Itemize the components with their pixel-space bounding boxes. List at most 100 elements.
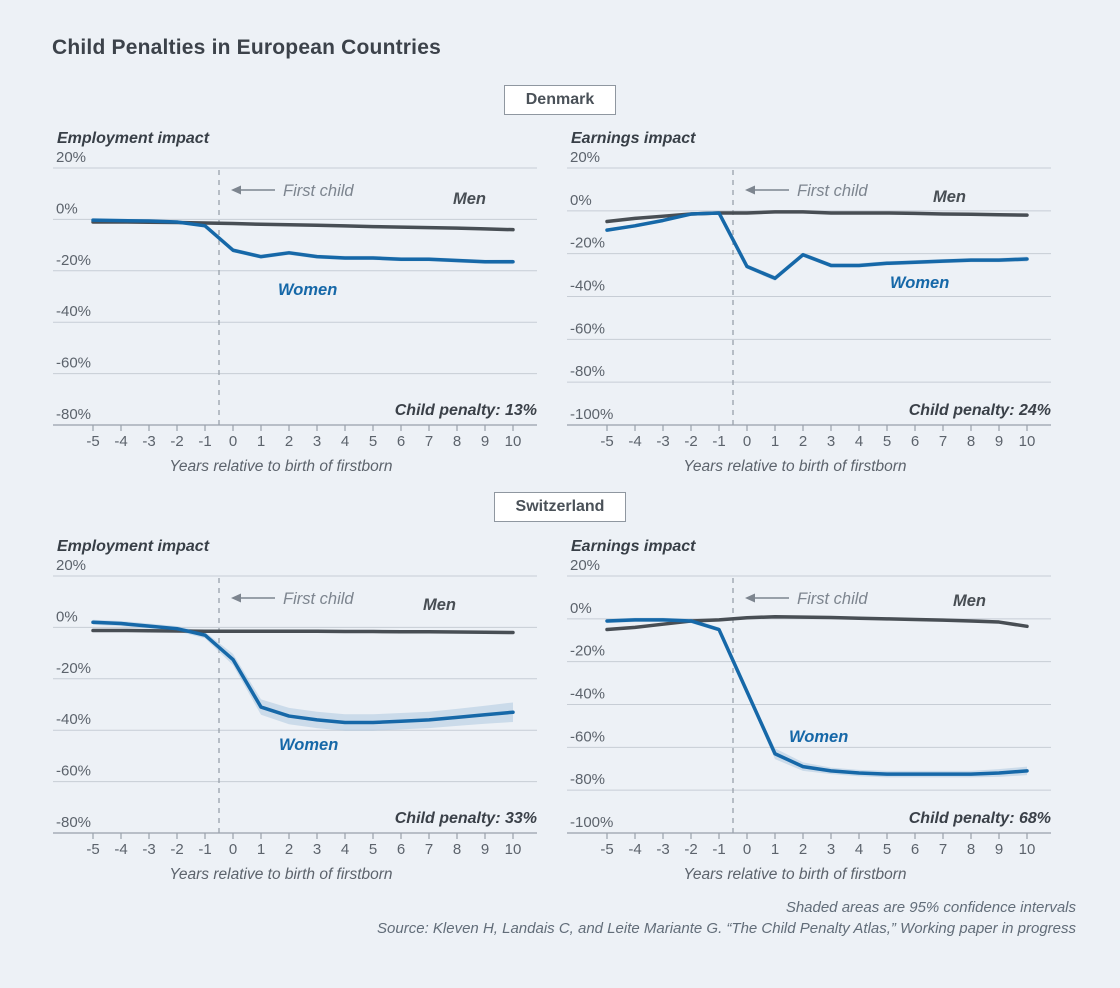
y-axis-tick-label: -60% <box>56 763 91 780</box>
x-axis-tick-label: 5 <box>369 433 377 450</box>
child-penalty-label: Child penalty: 33% <box>395 810 537 827</box>
x-axis-tick-label: 5 <box>883 841 891 858</box>
y-axis-tick-label: 0% <box>570 192 592 209</box>
y-axis-tick-label: -60% <box>56 355 91 372</box>
country-row-switzerland: Switzerland <box>0 492 1120 522</box>
x-axis-tick-label: 0 <box>229 433 237 450</box>
y-axis-tick-label: -60% <box>570 728 605 745</box>
country-row-denmark: Denmark <box>0 85 1120 115</box>
chart-switzerland-employment: 20% 0% -20% -40% -60% -80% -5 -4 -3 -2 -1 0 1 2 3 4 5 6 7 8… <box>53 557 537 883</box>
x-axis-tick-label: 7 <box>425 433 433 450</box>
y-axis-tick-label: 20% <box>570 557 600 574</box>
first-child-annotation: First child <box>797 182 868 200</box>
first-child-annotation: First child <box>797 590 868 608</box>
x-axis-tick-label: -4 <box>628 433 641 450</box>
confidence-interval-band <box>607 211 1027 281</box>
x-axis-tick-label: 4 <box>341 841 349 858</box>
x-axis-tick-label: -3 <box>142 841 155 858</box>
source-note: Source: Kleven H, Landais C, and Leite M… <box>377 920 1076 937</box>
series-line-men <box>605 614 1029 632</box>
y-axis-tick-label: 20% <box>56 557 86 574</box>
x-axis-tick-label: 3 <box>827 433 835 450</box>
confidence-interval-band <box>607 617 1027 778</box>
y-axis-tick-label: 0% <box>56 608 78 625</box>
x-axis-tick-label: 4 <box>855 433 863 450</box>
y-axis-tick-label: 0% <box>570 600 592 617</box>
x-axis-tick-label: -3 <box>142 433 155 450</box>
x-axis-tick-label: -5 <box>86 433 99 450</box>
x-axis-tick-label: 0 <box>743 841 751 858</box>
first-child-arrowhead <box>231 593 241 603</box>
series-line-women <box>605 211 1029 281</box>
x-axis-tick-label: 6 <box>911 841 919 858</box>
confidence-interval-band <box>93 619 513 731</box>
x-axis-tick-label: -2 <box>684 433 697 450</box>
y-axis-tick-label: 20% <box>570 149 600 166</box>
chart-denmark-earnings: 20% 0% -20% -40% -60% -80% -100% -5 -4 -3 -2 -1 0 1 2 3… <box>567 149 1051 475</box>
x-axis-tick-label: -2 <box>684 841 697 858</box>
x-axis-title: Years relative to birth of firstborn <box>683 458 906 475</box>
first-child-arrowhead <box>745 185 755 195</box>
series-label-men: Men <box>423 596 456 614</box>
chart-denmark-employment: 20% 0% -20% -40% -60% -80% -5 -4 -3 -2 -1 0 1 2 3 4 5 6 7 8… <box>53 149 537 475</box>
first-child-arrowhead <box>231 185 241 195</box>
series-line-women <box>605 618 1029 776</box>
x-axis-tick-label: -1 <box>198 433 211 450</box>
country-label-switzerland: Switzerland <box>493 492 627 522</box>
series-line-men <box>91 628 515 635</box>
x-axis-tick-label: 10 <box>505 433 522 450</box>
first-child-annotation: First child <box>283 590 354 608</box>
x-axis-tick-label: 6 <box>911 433 919 450</box>
x-axis-tick-label: 9 <box>481 841 489 858</box>
y-axis-tick-label: -40% <box>56 711 91 728</box>
figure-title: Child Penalties in European Countries <box>52 36 441 59</box>
x-axis-tick-label: 6 <box>397 841 405 858</box>
series-label-women: Women <box>278 281 337 299</box>
child-penalty-label: Child penalty: 13% <box>395 402 537 419</box>
child-penalty-label: Child penalty: 68% <box>909 810 1051 827</box>
x-axis-tick-label: 6 <box>397 433 405 450</box>
x-axis-tick-label: 1 <box>257 841 265 858</box>
x-axis-tick-label: 8 <box>967 433 975 450</box>
series-label-women: Women <box>279 736 338 754</box>
y-axis-tick-label: 20% <box>56 149 86 166</box>
x-axis-tick-label: 8 <box>967 841 975 858</box>
series-label-women: Women <box>890 274 949 292</box>
child-penalty-label: Child penalty: 24% <box>909 402 1051 419</box>
x-axis-tick-label: 10 <box>505 841 522 858</box>
x-axis-tick-label: 7 <box>425 841 433 858</box>
country-label-denmark: Denmark <box>503 85 617 115</box>
x-axis-tick-label: 0 <box>229 841 237 858</box>
x-axis-tick-label: 3 <box>313 841 321 858</box>
x-axis-tick-label: 2 <box>799 433 807 450</box>
x-axis-tick-label: 2 <box>799 841 807 858</box>
x-axis-tick-label: 2 <box>285 841 293 858</box>
x-axis-tick-label: 8 <box>453 841 461 858</box>
x-axis-tick-label: -2 <box>170 841 183 858</box>
x-axis-tick-label: -1 <box>712 841 725 858</box>
x-axis-tick-label: 9 <box>995 841 1003 858</box>
y-axis-tick-label: -20% <box>570 643 605 660</box>
series-line-men <box>605 210 1029 224</box>
y-axis-tick-label: -80% <box>570 771 605 788</box>
x-axis-tick-label: -2 <box>170 433 183 450</box>
x-axis-tick-label: 7 <box>939 841 947 858</box>
series-label-men: Men <box>953 592 986 610</box>
x-axis-tick-label: -3 <box>656 433 669 450</box>
series-line-women <box>91 218 515 264</box>
y-axis-tick-label: -40% <box>56 303 91 320</box>
first-child-arrowhead <box>745 593 755 603</box>
x-axis-tick-label: 4 <box>341 433 349 450</box>
x-axis-tick-label: -1 <box>198 841 211 858</box>
x-axis-tick-label: 0 <box>743 433 751 450</box>
series-label-women: Women <box>789 728 848 746</box>
x-axis-tick-label: 3 <box>313 433 321 450</box>
x-axis-tick-label: 2 <box>285 433 293 450</box>
x-axis-tick-label: -3 <box>656 841 669 858</box>
y-axis-tick-label: -20% <box>570 235 605 252</box>
x-axis-tick-label: -5 <box>600 433 613 450</box>
y-axis-tick-label: -80% <box>570 363 605 380</box>
x-axis-tick-label: 1 <box>257 433 265 450</box>
x-axis-tick-label: -4 <box>628 841 641 858</box>
